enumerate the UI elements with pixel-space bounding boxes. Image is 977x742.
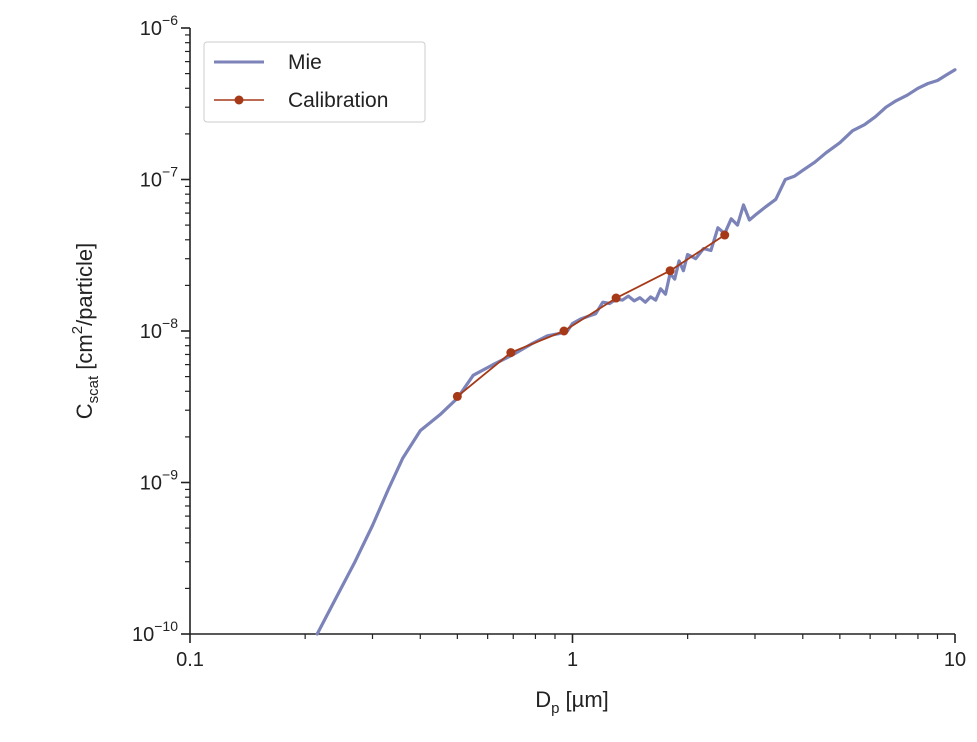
x-axis-label-main: D xyxy=(535,687,551,712)
y-tick-label-base: 10 xyxy=(132,624,154,646)
y-tick-label: 10−10 xyxy=(132,618,178,646)
y-tick-label-exponent: −7 xyxy=(162,164,178,180)
y-tick-label-base: 10 xyxy=(140,170,162,192)
series-layer xyxy=(315,68,957,636)
y-tick-label-base: 10 xyxy=(140,321,162,343)
data-point-calibration xyxy=(611,293,621,303)
data-point-calibration xyxy=(452,391,462,401)
x-tick-label: 1 xyxy=(567,649,578,671)
series-line-calibration xyxy=(456,234,726,398)
y-tick-label: 10−7 xyxy=(140,164,178,192)
y-axis-label-main: C xyxy=(72,403,97,419)
y-axis-label: Cscat [cm2/particle] xyxy=(69,243,102,419)
y-axis-label-rest1: [cm xyxy=(72,334,97,376)
y-tick-label: 10−8 xyxy=(140,315,178,343)
y-tick-label-base: 10 xyxy=(140,18,162,40)
x-axis-label-sub: p xyxy=(551,700,559,717)
data-point-calibration xyxy=(665,266,675,276)
series-line-mie xyxy=(315,68,957,636)
x-tick-label: 10 xyxy=(944,649,966,671)
x-tick-label: 0.1 xyxy=(176,649,204,671)
y-axis-label-sup: 2 xyxy=(69,326,86,334)
y-tick-label-exponent: −8 xyxy=(162,315,178,331)
y-tick-label-base: 10 xyxy=(140,473,162,495)
legend-label-calibration: Calibration xyxy=(288,89,388,112)
data-point-calibration xyxy=(559,326,569,336)
y-tick-label-exponent: −10 xyxy=(154,618,178,634)
legend: Mie Calibration xyxy=(203,41,426,123)
x-axis-label: Dp [µm] xyxy=(535,687,609,717)
data-point-calibration xyxy=(720,230,730,240)
y-tick-label-exponent: −9 xyxy=(162,467,178,483)
legend-marker-calibration xyxy=(234,95,244,105)
data-point-calibration xyxy=(506,348,516,358)
x-axis-label-rest: [µm] xyxy=(559,687,608,712)
y-axis-label-rest2: /particle] xyxy=(72,243,97,326)
y-tick-label-exponent: −6 xyxy=(162,12,178,28)
y-tick-label: 10−9 xyxy=(140,467,178,495)
y-axis-label-sub: scat xyxy=(85,375,102,403)
y-tick-label: 10−6 xyxy=(140,12,178,40)
legend-label-mie: Mie xyxy=(288,51,322,74)
